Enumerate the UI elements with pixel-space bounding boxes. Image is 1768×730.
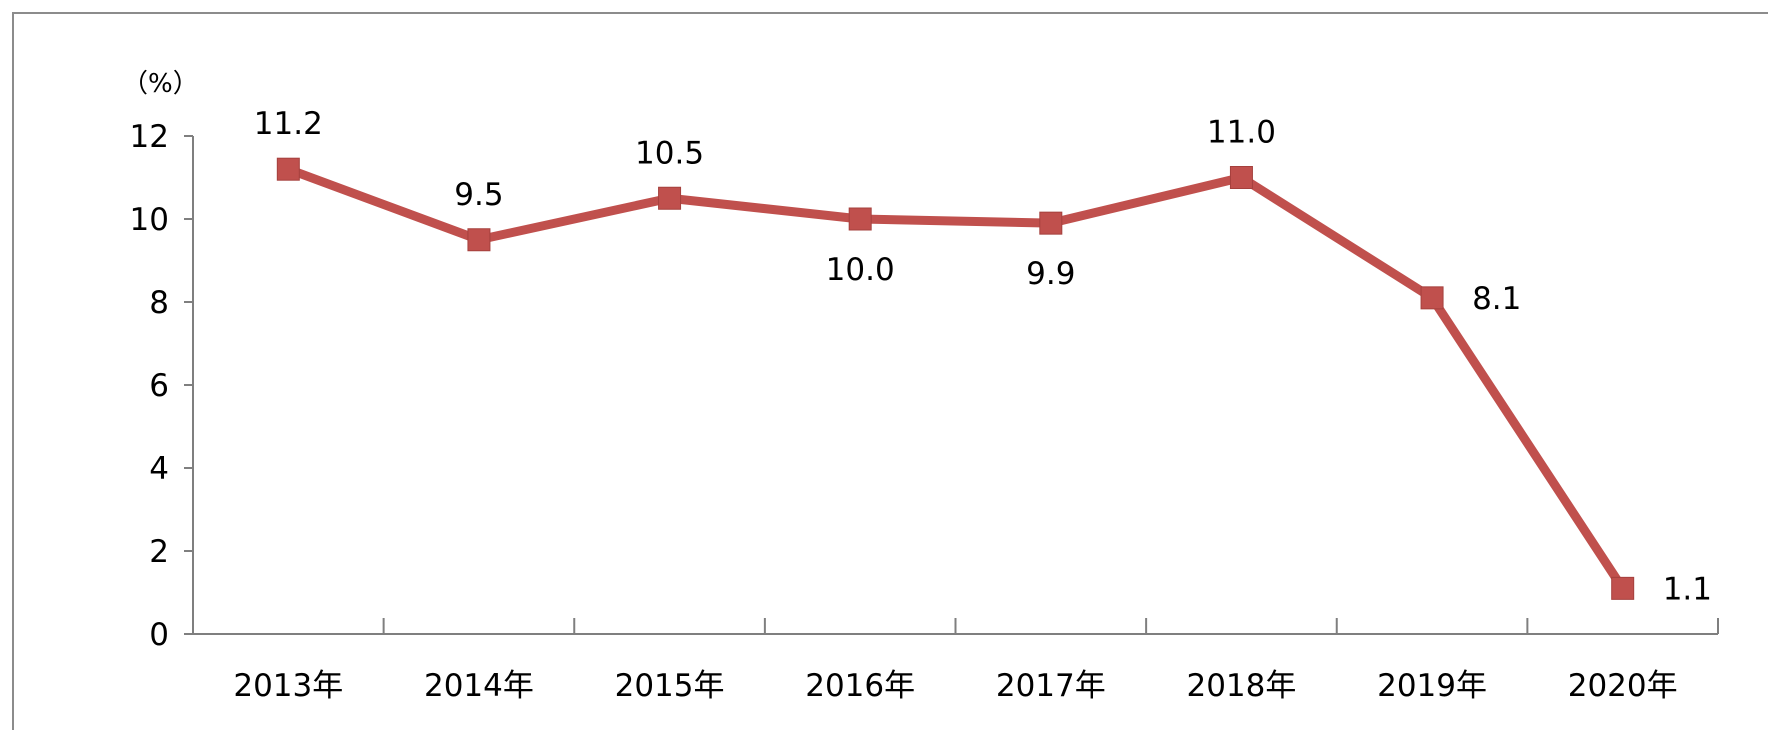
data-label: 9.5 [454,177,503,213]
data-point-marker [658,186,682,210]
data-label: 8.1 [1472,281,1521,317]
data-label: 10.5 [635,135,704,171]
x-tick-label: 2019年 [1377,668,1487,704]
data-point-marker [848,207,872,231]
x-tick-label: 2013年 [233,668,343,704]
x-tick-label: 2015年 [615,668,725,704]
data-point-marker [1229,166,1253,189]
y-axis-unit-label: （%） [122,69,199,99]
data-point-marker [1039,211,1063,235]
data-point-marker [1611,576,1635,600]
data-point-marker [1420,286,1444,310]
data-labels: 11.2 9.5 10.5 10.0 9.9 11.0 8.1 1.1 [254,106,1712,607]
x-tick-label: 2018年 [1186,668,1296,704]
data-label: 9.9 [1026,256,1075,292]
data-label: 1.1 [1663,571,1712,607]
data-point-marker [467,228,491,252]
y-tick-label: 8 [149,285,169,321]
y-tick-label: 6 [149,368,169,404]
series-line-group [276,157,1635,600]
data-label: 11.2 [254,106,323,142]
y-tick-label: 2 [149,534,169,570]
series-line [283,164,1628,593]
y-tick-label: 0 [149,617,169,653]
x-tick-label: 2017年 [996,668,1106,704]
data-label: 11.0 [1207,115,1276,151]
x-tick-label: 2020年 [1568,668,1678,704]
y-tick-label: 10 [130,202,169,238]
x-tick-label: 2014年 [424,668,534,704]
x-tick-label: 2016年 [805,668,915,704]
data-point-marker [276,157,300,181]
data-label: 10.0 [826,252,895,288]
y-tick-label: 12 [130,119,169,155]
x-axis: 2013年 2014年 2015年 2016年 2017年 2018年 2019年 2020年 [193,618,1719,704]
y-axis: 0 2 4 6 8 10 12 [130,119,194,653]
y-tick-label: 4 [149,451,169,487]
chart-frame [12,12,1768,730]
